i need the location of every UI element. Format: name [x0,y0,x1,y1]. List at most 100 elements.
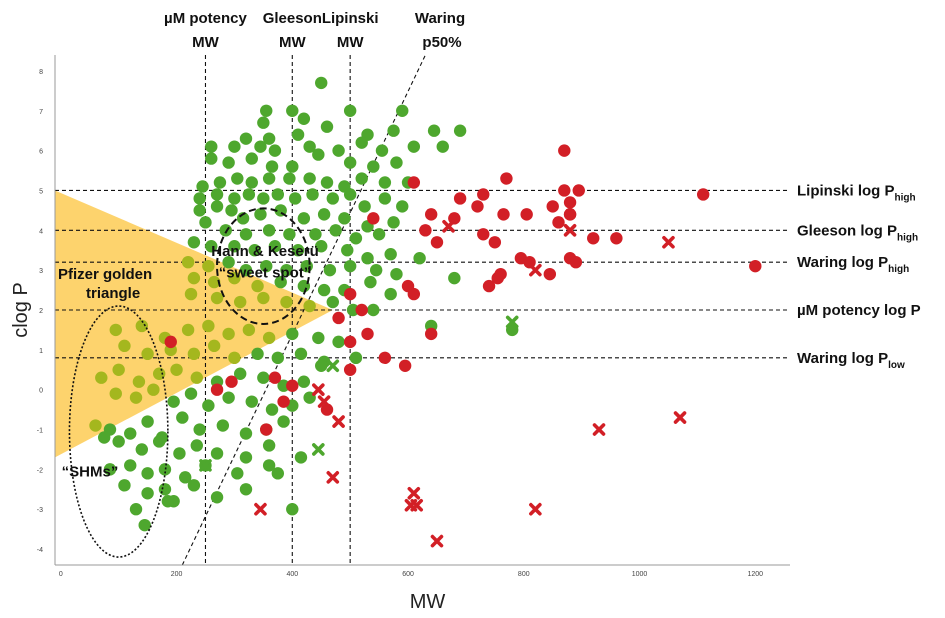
data-point [262,132,276,145]
data-point [297,112,311,125]
data-point [89,419,102,432]
data-point [283,228,296,241]
data-point [210,447,224,460]
data-point [118,479,131,492]
sweet-spot-label-line2: “sweet spot” [219,264,312,281]
data-point [696,188,710,201]
vline-label-1: Gleeson [263,10,322,27]
data-point [303,299,316,313]
series-red-crossed-compounds [254,220,687,548]
data-point [355,172,368,185]
data-point [378,351,392,365]
hline-label-0: Lipinski log Phigh [797,182,916,203]
data-point [367,212,380,225]
x-tick-label: 400 [286,571,298,578]
x-tick-label: 1000 [632,571,648,578]
data-point-cross [407,486,421,500]
data-point [181,255,195,269]
data-point [187,271,201,285]
data-point [355,136,368,149]
data-point [129,503,143,516]
y-tick-label: 7 [39,109,43,116]
data-point [260,104,273,117]
data-point-cross [529,502,542,516]
data-point [222,156,235,169]
data-point [262,459,276,472]
data-point [274,275,287,289]
data-point [309,228,322,241]
data-point [210,383,224,396]
data-point [216,419,230,432]
y-tick-label: 6 [39,149,43,156]
data-point [245,152,258,165]
data-point [436,140,449,153]
data-point [315,359,328,372]
data-point [233,295,247,309]
data-point [297,375,311,388]
data-point [239,132,253,145]
data-point [343,287,357,301]
data-point [367,160,380,173]
x-tick-label: 0 [59,571,63,578]
data-point [210,491,224,504]
data-point [239,451,253,464]
pfizer-golden-triangle [55,190,333,458]
waring-diagonal-line [181,55,426,565]
data-point [453,124,467,137]
data-point [323,263,337,277]
data-point-cross [254,502,267,516]
data-point [257,371,270,384]
data-point [332,311,345,325]
data-point [497,208,510,221]
y-tick-label: 2 [39,308,43,315]
data-point [262,224,276,237]
data-point [262,439,276,452]
data-point [286,160,299,173]
data-point [277,415,290,428]
data-point [364,275,377,289]
data-point [97,431,111,444]
data-point [196,180,209,193]
data-point [390,267,403,281]
data-point [424,327,438,341]
data-point [254,208,267,221]
data-point [141,415,154,428]
data-point [205,152,218,165]
data-point [205,240,218,253]
data-point [563,196,577,209]
data-point [349,351,363,365]
data-point [448,271,461,285]
data-point [124,459,137,472]
data-point [187,236,201,249]
data-point [118,339,131,353]
hline-label-3: µM potency log P [797,302,921,319]
data-point [199,216,212,229]
data-point [413,252,426,265]
data-point [355,303,368,317]
data-point [112,435,125,448]
data-point [251,279,264,293]
y-tick-label: -3 [37,507,43,514]
data-point [231,467,244,480]
data-point [294,347,308,361]
data-point [257,291,270,305]
data-point [193,192,206,205]
data-point [569,255,583,269]
data-point [749,259,762,273]
data-point [239,228,253,241]
diagonal-label: Waring [415,10,465,27]
data-point [343,156,357,169]
data-point-cross [673,411,687,424]
data-point [210,291,224,305]
data-point [543,267,557,281]
data-point [222,255,235,269]
data-point [430,236,444,249]
data-point [207,275,221,289]
data-point [193,204,206,217]
data-point [315,76,328,90]
data-point [228,240,241,253]
data-point [271,188,285,201]
data-point [141,487,154,500]
y-tick-label: 4 [39,228,43,235]
